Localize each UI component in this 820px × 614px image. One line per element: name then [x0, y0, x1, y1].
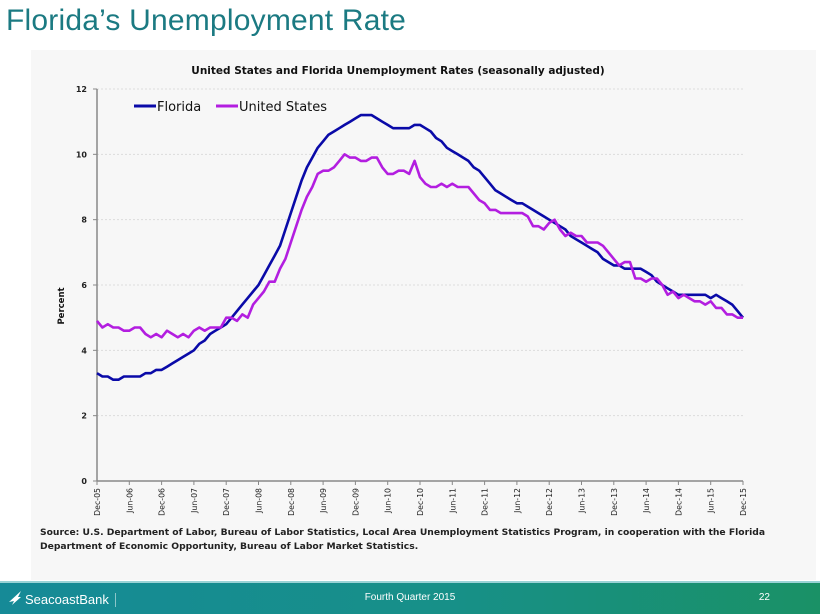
y-tick-label: 4 [81, 346, 87, 355]
y-tick-label: 10 [76, 150, 88, 159]
x-tick-label: Jun-07 [190, 488, 199, 514]
y-tick-label: 2 [81, 412, 87, 421]
x-tick-label: Dec-07 [222, 488, 231, 516]
x-tick-label: Dec-06 [158, 488, 167, 516]
x-tick-label: Dec-09 [351, 488, 360, 516]
footer-divider [0, 581, 820, 583]
x-tick-label: Jun-08 [255, 488, 264, 514]
chart-panel: United States and Florida Unemployment R… [31, 50, 816, 580]
footer-period: Fourth Quarter 2015 [364, 592, 456, 603]
series-line-united-states [95, 153, 743, 339]
unemployment-chart: United States and Florida Unemployment R… [57, 65, 748, 516]
legend-label: Florida [157, 100, 201, 115]
y-tick-label: 12 [76, 85, 87, 94]
footer-bar: SeacoastBank Fourth Quarter 2015 22 [0, 583, 820, 614]
x-tick-label: Jun-15 [707, 488, 716, 514]
source-note: Source: U.S. Department of Labor, Bureau… [40, 527, 766, 552]
sail-icon [8, 590, 25, 609]
logo-separator [114, 592, 116, 607]
x-tick-label: Dec-10 [416, 488, 425, 516]
x-tick-label: Jun-14 [642, 488, 651, 514]
x-tick-label: Jun-13 [578, 488, 587, 514]
brand-name: SeacoastBank [25, 592, 109, 607]
x-tick-label: Dec-11 [481, 488, 490, 516]
x-tick-label: Dec-08 [287, 488, 296, 516]
x-tick-label: Jun-12 [513, 488, 522, 514]
gridlines [97, 88, 743, 417]
x-tick-label: Dec-05 [93, 488, 102, 516]
y-tick-label: 8 [81, 216, 87, 225]
brand-logo: SeacoastBank [8, 590, 116, 609]
chart-title: United States and Florida Unemployment R… [191, 65, 604, 77]
x-tick-label: Dec-15 [739, 488, 748, 516]
y-tick-label: 6 [81, 281, 87, 290]
page-number: 22 [758, 592, 770, 603]
y-axis-label: Percent [57, 287, 67, 324]
x-tick-label: Jun-11 [448, 488, 457, 514]
series-line-florida [96, 113, 745, 382]
legend-label: United States [239, 100, 327, 115]
x-tick-label: Dec-14 [674, 488, 683, 516]
x-tick-label: Dec-13 [610, 488, 619, 516]
x-tick-label: Jun-06 [125, 488, 134, 514]
series-lines [95, 113, 745, 382]
x-tick-label: Jun-09 [319, 488, 328, 514]
x-tick-label: Jun-10 [384, 488, 393, 514]
y-tick-label: 0 [81, 477, 87, 486]
slide-title: Florida’s Unemployment Rate [6, 4, 407, 37]
x-tick-label: Dec-12 [545, 488, 554, 516]
axes: 0 2 4 6 8 10 12 Dec-05 Jun-06 Dec-06 Jun-07 Dec-07 J… [76, 85, 748, 516]
legend: Florida United States [134, 100, 327, 115]
